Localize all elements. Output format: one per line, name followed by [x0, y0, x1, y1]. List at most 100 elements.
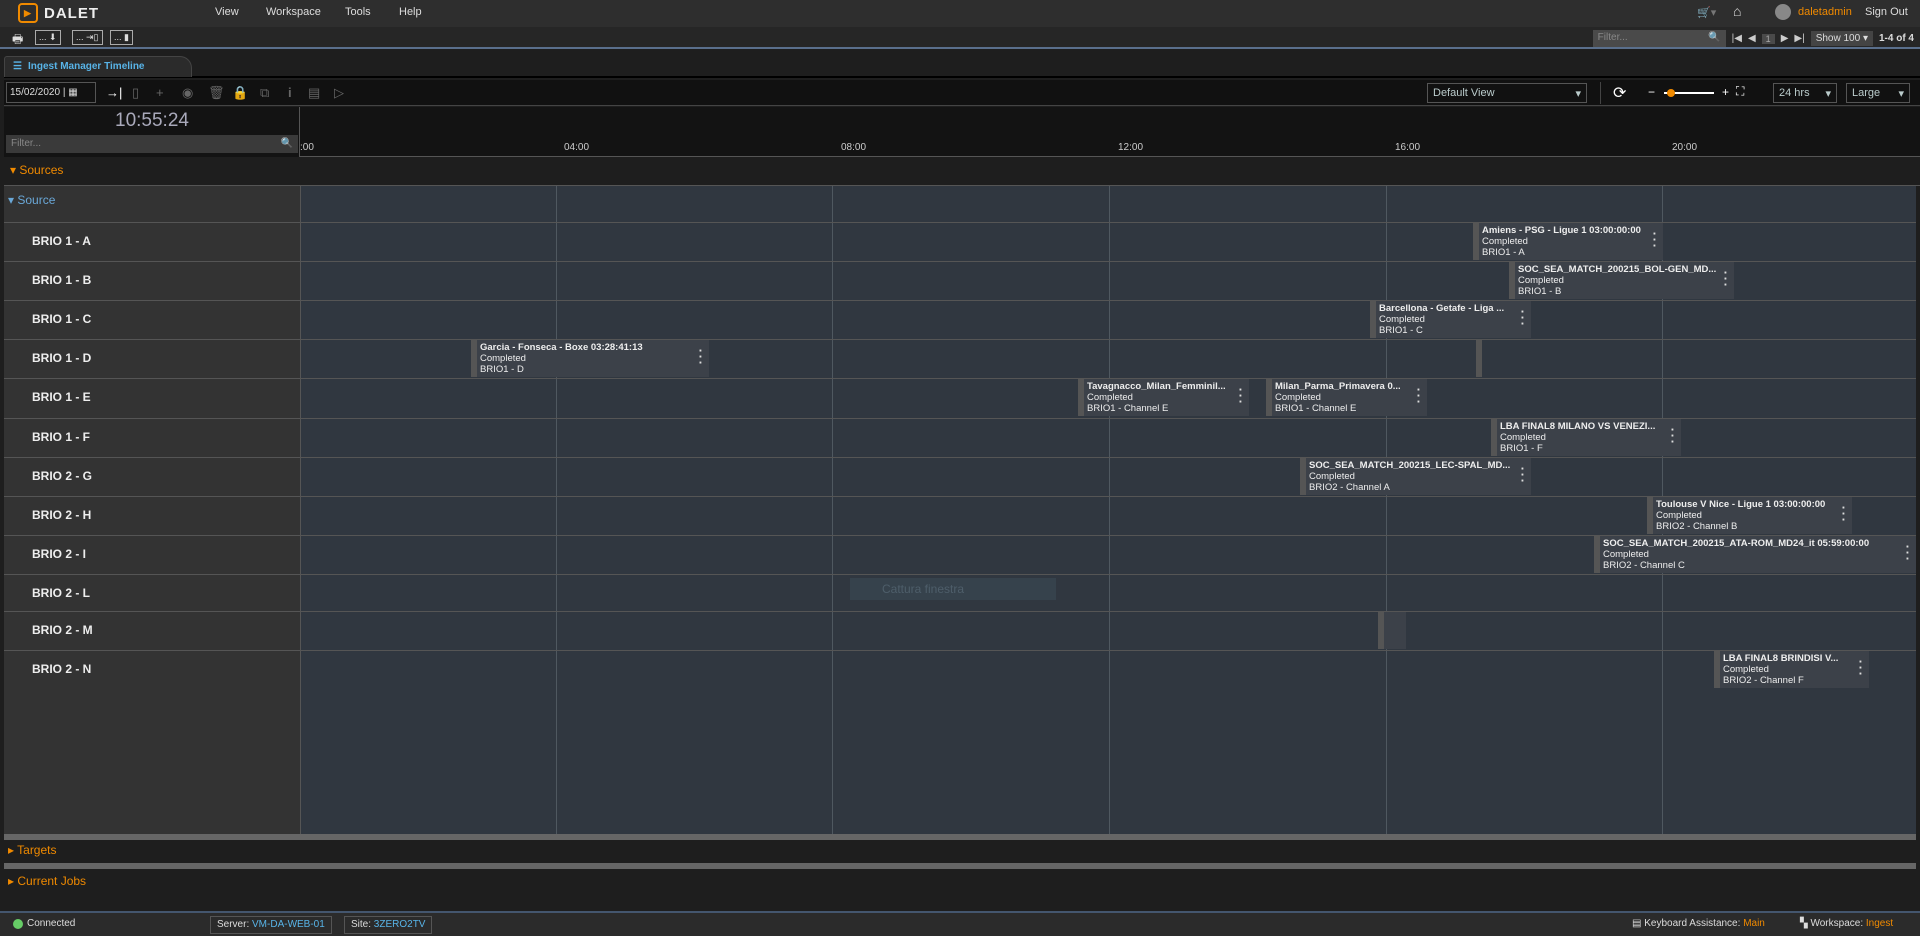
range-label: 1-4 of 4: [1878, 33, 1914, 44]
page-number[interactable]: 1: [1761, 33, 1775, 44]
job-card[interactable]: SOC_SEA_MATCH_200215_BOL-GEN_MD... Comple…: [1509, 262, 1734, 299]
job-card[interactable]: SOC_SEA_MATCH_200215_LEC-SPAL_MD... Compl…: [1300, 458, 1531, 495]
span-select[interactable]: 24 hrs ▾: [1773, 83, 1837, 103]
more-options-icon[interactable]: · · ·: [1416, 382, 1421, 409]
status-bar: Connected Server: VM-DA-WEB-01 Site: 3ZE…: [0, 911, 1920, 936]
zoom-in-icon[interactable]: +: [1722, 85, 1730, 99]
source-row-label[interactable]: BRIO 2 - N: [32, 662, 92, 676]
workspace-info[interactable]: ▚ Workspace: Ingest: [1800, 918, 1894, 929]
file-icon[interactable]: ▯: [132, 85, 140, 100]
timeline-toolbar: 15/02/2020 | ▦ →| ▯ + ◉ 🗑 🔒 ⧉ i ▤ ▷ Defa…: [4, 80, 1920, 106]
source-row-label[interactable]: BRIO 1 - B: [32, 273, 92, 287]
source-row-label[interactable]: BRIO 1 - A: [32, 234, 91, 248]
more-options-icon[interactable]: · · ·: [1858, 654, 1863, 681]
first-page-icon[interactable]: |◀: [1731, 33, 1742, 44]
download-button[interactable]: ... ⬇: [35, 30, 61, 45]
job-card[interactable]: Garcia - Fonseca - Boxe 03:28:41:13 Compl…: [471, 340, 709, 377]
job-card[interactable]: Milan_Parma_Primavera 0... Completed BRIO1…: [1266, 379, 1427, 416]
more-options-icon[interactable]: · · ·: [1238, 382, 1243, 409]
more-options-icon[interactable]: · · ·: [1652, 226, 1657, 253]
view-select[interactable]: Default View ▾: [1427, 83, 1587, 103]
source-row-label[interactable]: BRIO 2 - M: [32, 623, 93, 637]
pager: Filter... 🔍 |◀ ◀ 1 ▶ ▶| Show 100 ▾ 1-4 of…: [1592, 30, 1920, 47]
source-row-label[interactable]: BRIO 1 - E: [32, 390, 91, 404]
job-marker[interactable]: [1476, 340, 1482, 377]
dalet-logo[interactable]: ▶ DALET: [18, 3, 99, 23]
time-ruler: :00 04:00 08:00 12:00 16:00 20:00: [300, 107, 1920, 157]
sign-out-link[interactable]: Sign Out: [1865, 6, 1908, 18]
calendar-icon: ▦: [68, 87, 78, 98]
job-card[interactable]: LBA FINAL8 MILANO VS VENEZI... Completed B…: [1491, 419, 1681, 456]
search-icon[interactable]: 🔍: [1708, 32, 1721, 43]
top-filter-input[interactable]: Filter... 🔍: [1592, 30, 1726, 47]
refresh-icon[interactable]: ⟳: [1613, 85, 1627, 102]
job-card[interactable]: SOC_SEA_MATCH_200215_ATA-ROM_MD24_it 05:…: [1594, 536, 1916, 573]
source-filter-input[interactable]: Filter... 🔍: [6, 135, 298, 153]
date-picker[interactable]: 15/02/2020 | ▦: [6, 82, 96, 103]
keyboard-assistance[interactable]: ▤ Keyboard Assistance: Main: [1632, 918, 1765, 929]
add-icon[interactable]: +: [156, 85, 164, 100]
source-group-toggle[interactable]: ▾ Source: [8, 193, 56, 207]
current-jobs-section-header[interactable]: ▸ Current Jobs: [8, 874, 87, 888]
zoom-slider[interactable]: [1664, 89, 1714, 97]
zoom-out-icon[interactable]: −: [1648, 85, 1656, 99]
job-card[interactable]: Tavagnacco_Milan_Femminil... Completed BRI…: [1078, 379, 1249, 416]
source-row-label[interactable]: BRIO 2 - I: [32, 547, 87, 561]
source-row-label[interactable]: BRIO 1 - C: [32, 312, 92, 326]
show-count-select[interactable]: Show 100 ▾: [1810, 31, 1873, 46]
lock-icon[interactable]: 🔒: [232, 85, 249, 100]
source-row-label[interactable]: BRIO 2 - G: [32, 469, 93, 483]
sources-section-header[interactable]: ▾ Sources: [4, 157, 1920, 186]
splitter[interactable]: [4, 863, 1916, 869]
info-icon[interactable]: i: [288, 85, 292, 100]
job-marker[interactable]: [1378, 612, 1406, 649]
menu-workspace[interactable]: Workspace: [266, 6, 321, 18]
menu-tools[interactable]: Tools: [345, 6, 371, 18]
export-button[interactable]: ... ▮: [110, 30, 133, 45]
more-options-icon[interactable]: · · ·: [1670, 422, 1675, 449]
source-row-label[interactable]: BRIO 2 - L: [32, 586, 91, 600]
zoom-slider-handle[interactable]: [1667, 89, 1675, 97]
job-card[interactable]: Toulouse V Nice - Ligue 1 03:00:00:00 Com…: [1647, 497, 1852, 534]
delete-icon[interactable]: 🗑: [208, 85, 225, 100]
targets-section-header[interactable]: ▸ Targets: [8, 843, 57, 857]
more-options-icon[interactable]: · · ·: [1841, 500, 1846, 527]
folder-icon[interactable]: ⧉: [260, 85, 270, 100]
more-options-icon[interactable]: · · ·: [1905, 539, 1910, 566]
source-row-label[interactable]: BRIO 2 - H: [32, 508, 92, 522]
job-channel: BRIO1 - Channel E: [1087, 403, 1169, 414]
more-options-icon[interactable]: · · ·: [1520, 461, 1525, 488]
job-channel: BRIO1 - D: [480, 364, 524, 375]
film-icon[interactable]: ▤: [308, 85, 321, 100]
more-options-icon[interactable]: · · ·: [1520, 304, 1525, 331]
last-page-icon[interactable]: ▶|: [1794, 33, 1805, 44]
print-icon[interactable]: 🖶: [12, 32, 24, 46]
prev-page-icon[interactable]: ◀: [1747, 33, 1756, 44]
more-options-icon[interactable]: · · ·: [698, 343, 703, 370]
job-card[interactable]: LBA FINAL8 BRINDISI V... Completed BRIO2 -…: [1714, 651, 1869, 688]
size-select[interactable]: Large ▾: [1846, 83, 1910, 103]
job-card[interactable]: Amiens - PSG - Ligue 1 03:00:00:00 Comple…: [1473, 223, 1663, 260]
cart-icon[interactable]: 🛒▾: [1697, 7, 1717, 19]
more-options-icon[interactable]: · · ·: [1723, 265, 1728, 292]
goto-now-icon[interactable]: →|: [106, 85, 123, 100]
source-row-label[interactable]: BRIO 1 - D: [32, 351, 92, 365]
menu-help[interactable]: Help: [399, 6, 422, 18]
splitter[interactable]: [4, 834, 1916, 840]
avatar[interactable]: [1775, 4, 1791, 20]
play-icon[interactable]: ▷: [334, 85, 344, 100]
tab-ingest-manager-timeline[interactable]: ☰ Ingest Manager Timeline: [4, 56, 192, 77]
username[interactable]: daletadmin: [1798, 6, 1852, 18]
job-title: SOC_SEA_MATCH_200215_BOL-GEN_MD...: [1518, 264, 1717, 275]
next-page-icon[interactable]: ▶: [1780, 33, 1789, 44]
stop-icon[interactable]: ◉: [182, 85, 194, 100]
search-icon[interactable]: 🔍: [280, 138, 293, 149]
menu-view[interactable]: View: [215, 6, 239, 18]
row-divider: [4, 261, 1916, 262]
source-row-label[interactable]: BRIO 1 - F: [32, 430, 91, 444]
job-title: Toulouse V Nice - Ligue 1 03:00:00:00: [1656, 499, 1826, 510]
job-card[interactable]: Barcellona - Getafe - Liga ... Completed B…: [1370, 301, 1531, 338]
transfer-button[interactable]: ... ⇥▯: [72, 30, 103, 45]
home-icon[interactable]: ⌂: [1733, 3, 1742, 19]
fullscreen-icon[interactable]: ⛶: [1736, 84, 1745, 98]
